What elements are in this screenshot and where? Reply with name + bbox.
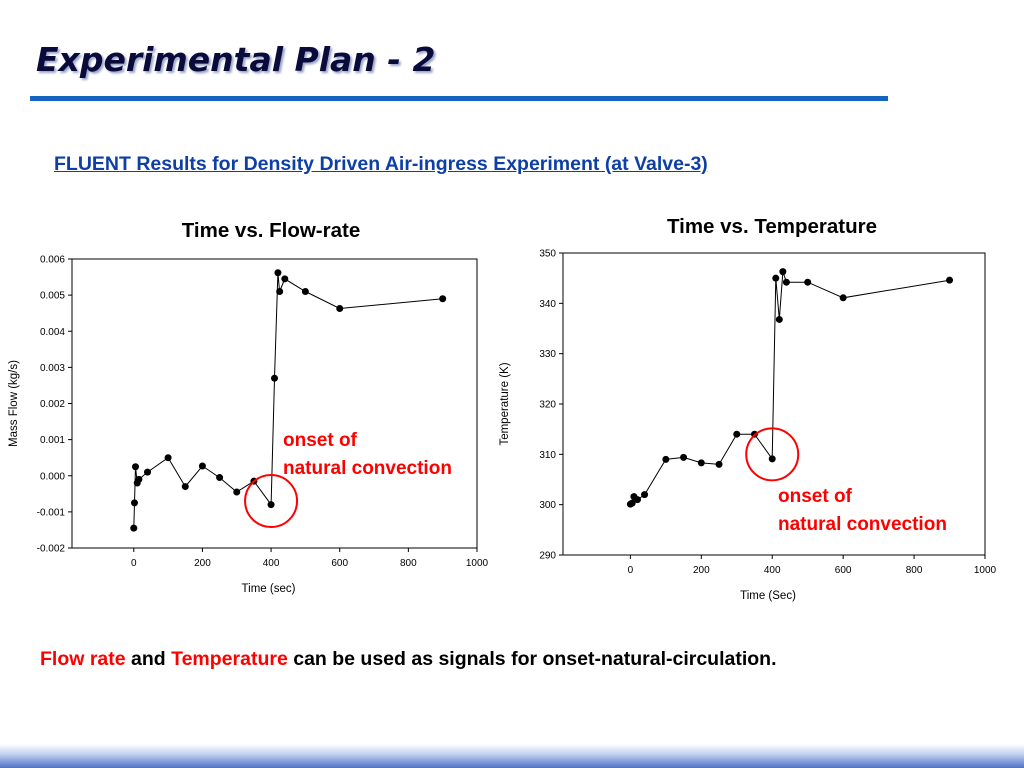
- temperature-data-point: [641, 491, 649, 499]
- flow-data-point: [281, 275, 289, 283]
- temperature-y-tick-label: 330: [539, 349, 556, 360]
- flow-x-tick-label: 0: [131, 558, 137, 569]
- temperature-data-point: [839, 294, 847, 302]
- flow-data-point: [181, 483, 189, 491]
- temperature-data-point: [804, 278, 812, 286]
- flow-y-tick-label: 0.004: [40, 327, 65, 338]
- temperature-y-tick-label: 290: [539, 551, 556, 562]
- temperature-y-axis-label: Temperature (K): [499, 362, 511, 445]
- slide-title: Experimental Plan - 2: [36, 40, 436, 79]
- flow-data-point: [130, 524, 138, 532]
- temperature-data-point: [628, 499, 636, 507]
- flow-x-tick-label: 1000: [466, 558, 489, 569]
- flow-y-axis-label: Mass Flow (kg/s): [8, 360, 20, 447]
- temperature-y-tick-label: 300: [539, 500, 556, 511]
- flow-data-point: [274, 269, 282, 277]
- flow-data-point: [336, 304, 344, 312]
- conclusion-tail: can be used as signals for onset-natural…: [287, 648, 777, 670]
- flow-onset-circle: [244, 474, 299, 529]
- temperature-onset-line2: natural convection: [778, 514, 947, 535]
- flow-onset-line1: onset of: [283, 430, 357, 451]
- flow-y-tick-label: 0.002: [40, 399, 65, 410]
- temperature-data-point: [715, 460, 723, 468]
- temperature-y-tick-label: 340: [539, 299, 556, 310]
- flow-x-tick-label: 200: [194, 558, 211, 569]
- temperature-data-point: [697, 459, 705, 467]
- temperature-onset-circle: [745, 427, 800, 482]
- flow-y-tick-label: 0.000: [40, 471, 65, 482]
- flow-data-point: [144, 468, 152, 476]
- flow-y-tick-label: -0.002: [37, 544, 66, 555]
- flow-data-point: [135, 475, 143, 483]
- conclusion-text: Flow rate and Temperature can be used as…: [40, 648, 777, 671]
- temperature-chart-title: Time vs. Temperature: [666, 215, 878, 238]
- temperature-data-point: [775, 315, 783, 323]
- flow-y-tick-label: 0.005: [40, 291, 65, 302]
- temperature-x-tick-label: 200: [693, 565, 710, 576]
- flow-y-tick-label: 0.003: [40, 363, 65, 374]
- conclusion-temperature: Temperature: [171, 648, 288, 670]
- flow-data-point: [267, 501, 275, 509]
- flow-data-point: [276, 288, 284, 296]
- flow-onset-line2: natural convection: [283, 458, 452, 479]
- temperature-data-point: [768, 455, 776, 463]
- flow-data-point: [439, 295, 447, 303]
- flow-x-tick-label: 400: [263, 558, 280, 569]
- temperature-x-tick-label: 1000: [974, 565, 997, 576]
- flow-y-tick-label: 0.001: [40, 435, 65, 446]
- temperature-x-tick-label: 400: [764, 565, 781, 576]
- footer-gradient-bar: [0, 744, 1024, 768]
- flow-x-tick-label: 800: [400, 558, 417, 569]
- flow-data-point: [164, 454, 172, 462]
- flow-data-point: [131, 463, 139, 471]
- temperature-y-tick-label: 350: [539, 249, 556, 260]
- flow-data-point: [216, 474, 224, 482]
- flow-data-point: [198, 462, 206, 470]
- temperature-data-point: [680, 453, 688, 461]
- flow-data-point: [233, 488, 241, 496]
- temperature-data-point: [782, 278, 790, 286]
- flow-x-axis-label: Time (sec): [242, 583, 296, 595]
- temperature-x-tick-label: 0: [628, 565, 634, 576]
- temperature-onset-line1: onset of: [778, 486, 852, 507]
- temperature-data-point: [633, 496, 641, 504]
- flow-y-tick-label: -0.001: [37, 507, 66, 518]
- flow-x-tick-label: 600: [331, 558, 348, 569]
- flow-chart-title: Time vs. Flow-rate: [181, 219, 361, 242]
- slide-subtitle: FLUENT Results for Density Driven Air-in…: [54, 153, 708, 175]
- temperature-x-axis-label: Time (Sec): [740, 590, 796, 602]
- flow-data-point: [301, 288, 309, 296]
- flow-data-point: [271, 374, 278, 382]
- flow-onset-annotation: onset of natural convection: [283, 427, 452, 483]
- temperature-y-tick-label: 320: [539, 400, 556, 411]
- conclusion-and: and: [125, 648, 172, 670]
- temperature-data-point: [662, 455, 670, 463]
- flow-data-point: [130, 499, 138, 507]
- title-underline: [30, 96, 888, 101]
- temperature-x-tick-label: 600: [835, 565, 852, 576]
- conclusion-flow-rate: Flow rate: [40, 648, 126, 670]
- temperature-data-point: [772, 274, 780, 282]
- temperature-data-point: [733, 430, 741, 438]
- flow-y-tick-label: 0.006: [40, 255, 65, 266]
- temperature-data-point: [946, 276, 954, 284]
- temperature-y-tick-label: 310: [539, 450, 556, 461]
- temperature-series-line: [630, 271, 950, 505]
- temperature-x-tick-label: 800: [906, 565, 923, 576]
- temperature-onset-annotation: onset of natural convection: [778, 483, 947, 539]
- temperature-data-point: [779, 268, 787, 276]
